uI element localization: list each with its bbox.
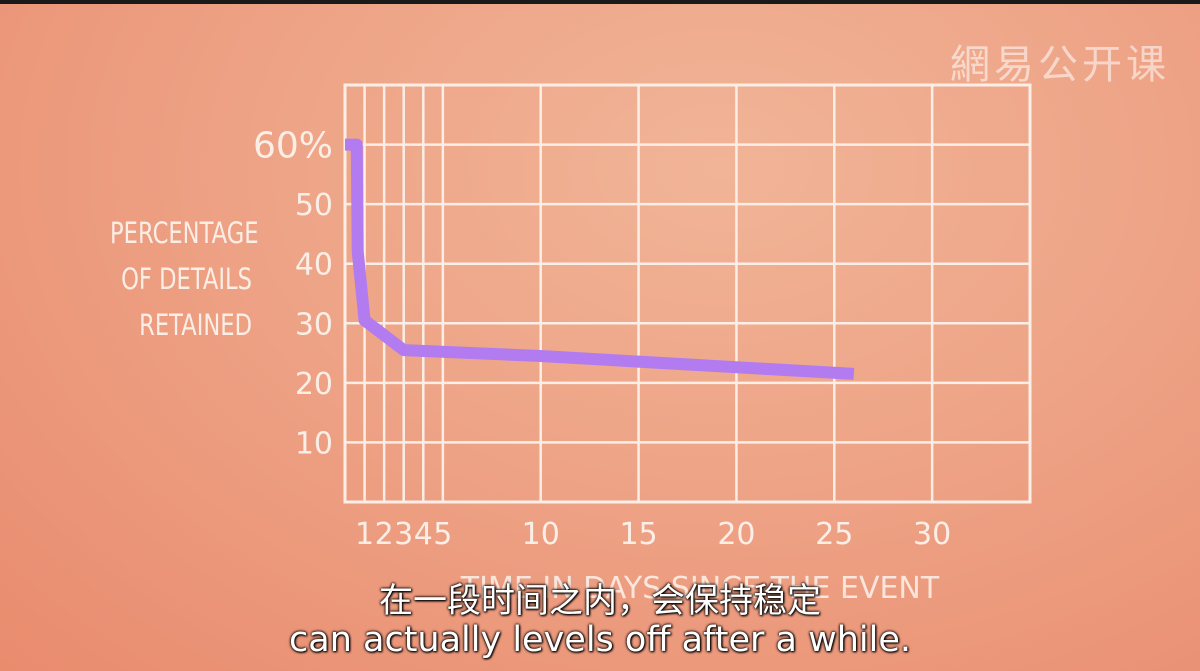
x-tick-label: 1 — [355, 517, 374, 552]
x-tick-label: 4 — [414, 517, 433, 552]
x-axis-label: TIME IN DAYS SINCE THE EVENT — [460, 571, 940, 606]
subtitle-english: can actually levels off after a while. — [289, 620, 911, 660]
x-tick-label: 3 — [394, 517, 413, 552]
x-tick-label: 2 — [375, 517, 394, 552]
subtitle-chinese: 在一段时间之内，会保持稳定 — [379, 581, 821, 621]
y-tick-label: 20 — [295, 367, 333, 402]
y-tick-label: 10 — [295, 426, 333, 461]
y-tick-label: 30 — [295, 307, 333, 342]
x-tick-label: 15 — [619, 517, 657, 552]
watermark-logo: 網易公开课 — [950, 42, 1170, 88]
plot-frame — [343, 83, 1032, 504]
x-tick-label: 10 — [522, 517, 560, 552]
x-tick-label: 25 — [815, 517, 853, 552]
y-tick-label: 60% — [253, 126, 333, 167]
x-tick-label: 20 — [717, 517, 755, 552]
retention-curve — [345, 138, 855, 380]
y-axis-label: PERCENTAGE OF DETAILS RETAINED — [110, 216, 259, 342]
y-tick-label: 40 — [295, 248, 333, 283]
top-border — [0, 0, 1200, 4]
x-tick-label: 5 — [433, 517, 452, 552]
x-tick-label: 30 — [913, 517, 951, 552]
y-tick-label: 50 — [295, 188, 333, 223]
